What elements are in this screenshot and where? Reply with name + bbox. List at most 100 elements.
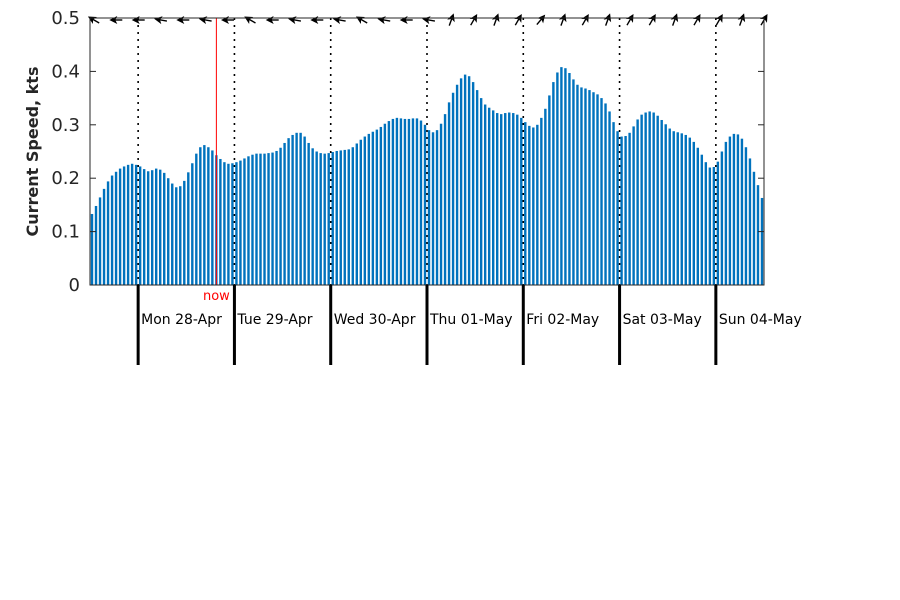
bar <box>471 82 475 285</box>
bar <box>339 150 342 285</box>
bar <box>736 134 740 285</box>
bar <box>688 137 691 285</box>
bar <box>179 186 182 285</box>
bar <box>271 152 274 285</box>
bar <box>576 84 579 285</box>
bar <box>447 102 451 286</box>
bar <box>367 133 371 285</box>
bar <box>187 172 190 285</box>
bar <box>588 90 591 285</box>
bar <box>267 153 270 285</box>
bar <box>419 120 423 285</box>
bar <box>560 67 563 285</box>
bar <box>672 131 675 285</box>
y-tick-label: 0.1 <box>51 222 80 243</box>
bar <box>351 147 354 285</box>
bar <box>664 124 667 286</box>
bar <box>636 119 639 286</box>
bar <box>640 114 643 286</box>
bar <box>355 143 358 285</box>
bar <box>504 113 507 285</box>
bar <box>692 141 695 285</box>
bar <box>459 78 463 285</box>
bar <box>756 185 760 285</box>
bar <box>451 92 455 285</box>
bar <box>415 118 419 285</box>
bar <box>387 121 391 285</box>
day-axis: Mon 28-Apr Tue 29-Apr Wed 30-Apr Thu 01-May… <box>136 285 802 365</box>
bar <box>516 114 519 286</box>
bar <box>134 164 138 285</box>
y-tick-label: 0.3 <box>51 115 80 136</box>
bar <box>728 136 732 285</box>
bar <box>740 138 744 285</box>
bar <box>656 115 659 285</box>
bar <box>716 161 720 285</box>
bar <box>106 181 110 285</box>
bar <box>94 205 98 285</box>
bar <box>760 197 764 285</box>
bar <box>363 136 367 285</box>
bar <box>195 153 198 285</box>
bar <box>712 166 716 285</box>
bar <box>291 134 294 285</box>
bar <box>632 126 635 286</box>
bar <box>431 132 435 285</box>
day-label: Wed 30-Apr <box>334 312 416 328</box>
bar <box>572 79 575 285</box>
y-tick-label: 0.4 <box>51 61 80 82</box>
bar <box>512 113 515 285</box>
bar <box>580 87 583 285</box>
bar <box>704 162 708 285</box>
y-tick-label: 0.5 <box>51 8 80 29</box>
bar <box>548 95 551 286</box>
bar <box>303 136 306 285</box>
bar <box>327 153 330 285</box>
bar <box>347 149 350 285</box>
bar <box>748 158 752 285</box>
bar <box>247 156 250 285</box>
bar <box>423 124 427 285</box>
bar <box>159 169 162 285</box>
bar <box>536 124 539 285</box>
bar <box>568 73 571 285</box>
bar <box>676 132 679 285</box>
bar <box>608 111 611 285</box>
bar <box>620 136 623 285</box>
bar <box>455 84 459 285</box>
bar <box>283 142 286 285</box>
bar <box>483 104 487 285</box>
bar <box>652 112 655 286</box>
bar <box>491 110 495 285</box>
bar <box>183 180 186 285</box>
bar <box>163 172 166 285</box>
day-label: Sun 04-May <box>719 312 802 328</box>
bar <box>680 133 683 285</box>
bar <box>668 128 671 285</box>
bar <box>122 166 126 285</box>
bar <box>556 72 559 285</box>
bar <box>752 171 756 285</box>
y-tick-label: 0 <box>69 275 80 296</box>
bar <box>130 163 134 285</box>
bar <box>616 131 619 285</box>
bar <box>508 112 511 286</box>
bar <box>552 82 555 285</box>
bar <box>307 142 310 285</box>
day-label: Mon 28-Apr <box>141 312 222 328</box>
bar <box>231 163 234 285</box>
bar <box>110 175 114 285</box>
bar <box>335 150 338 285</box>
bar <box>279 147 282 285</box>
bar <box>239 160 242 285</box>
bar <box>391 118 395 286</box>
bar <box>90 213 94 285</box>
y-tick-label: 0.2 <box>51 168 80 189</box>
y-axis: 0 0.1 0.2 0.3 0.4 0.5 <box>51 8 764 296</box>
bar <box>311 148 314 285</box>
bar <box>207 147 210 285</box>
bar <box>544 108 547 285</box>
bar <box>584 88 587 286</box>
bar-series <box>90 67 764 286</box>
